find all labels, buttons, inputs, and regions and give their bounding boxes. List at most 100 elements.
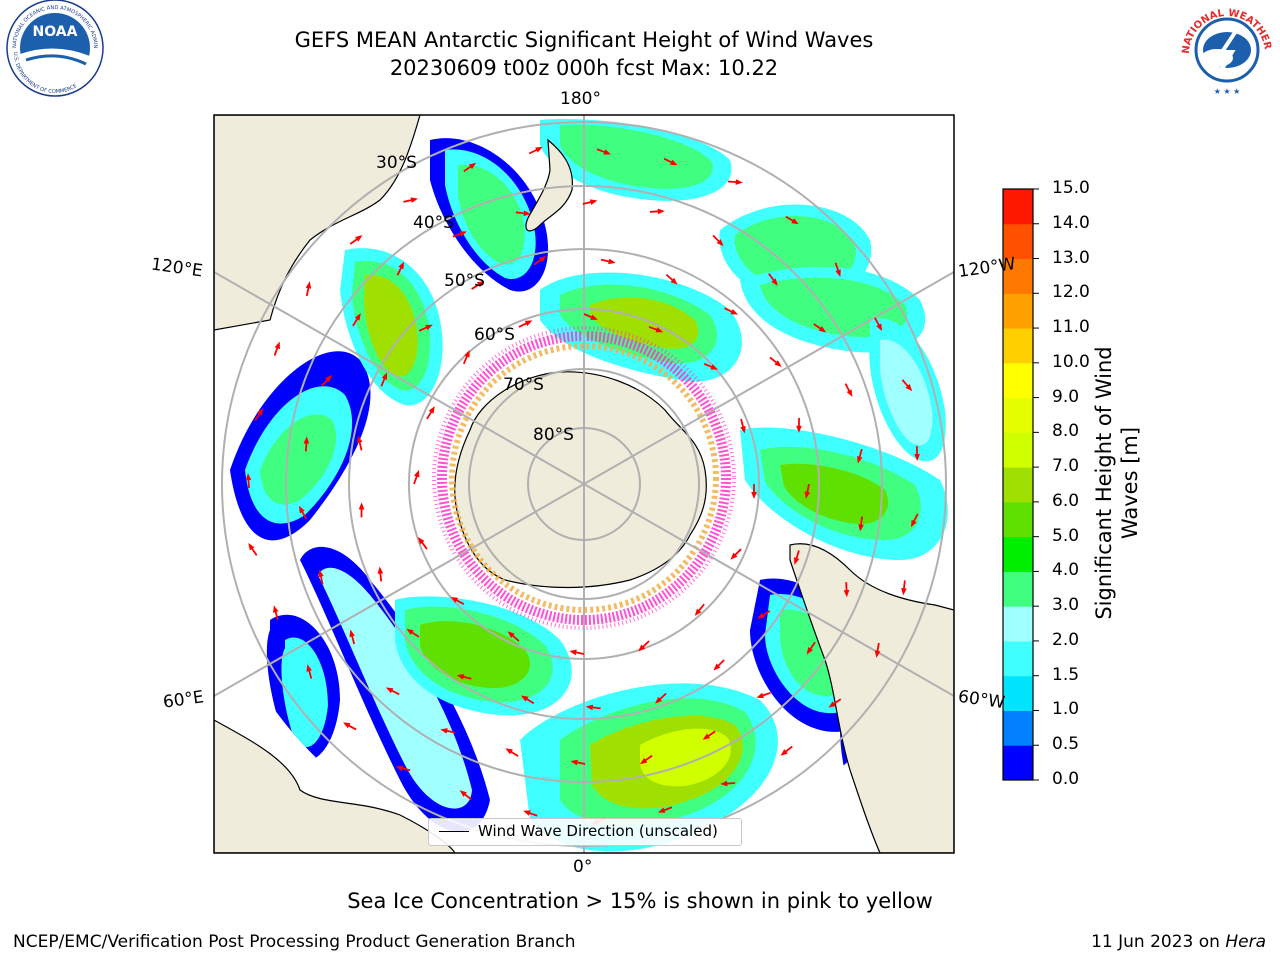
wave-arrow-head	[245, 473, 252, 481]
footer-host: Hera	[1225, 932, 1266, 952]
wave-arrow-head	[657, 208, 665, 215]
wave-arrow-head	[771, 278, 778, 286]
wave-arrow-head	[720, 780, 728, 787]
wave-arrow-head	[655, 326, 664, 333]
wave-arrow-head	[603, 149, 612, 155]
colorbar-frame	[1002, 188, 1034, 781]
colorbar-segment	[1003, 710, 1033, 746]
wave-arrow-head	[257, 408, 264, 416]
wave-arrow-head	[349, 629, 355, 638]
legend-line-icon	[439, 831, 469, 832]
wave-arrow-head	[538, 255, 547, 263]
wave-arrow-head	[425, 324, 433, 331]
wave-arrow-head	[730, 309, 738, 315]
wave-arrow-head	[796, 425, 802, 433]
wave-arrow-head	[417, 537, 425, 545]
wave-arrow-head	[654, 696, 663, 704]
colorbar-title: Significant Height of Wind Waves [m]	[1092, 346, 1142, 620]
wave-arrow-head	[459, 790, 467, 797]
wave-arrow-head	[670, 277, 678, 285]
colorbar-tick-label: 0.0	[1052, 769, 1080, 789]
colorbar-segment	[1003, 293, 1033, 329]
wave-arrow-head	[414, 469, 420, 478]
wind-wave-arrows	[245, 146, 920, 825]
wave-arrow-head	[524, 320, 533, 327]
land-masses	[214, 115, 954, 853]
colorbar-tick-label: 9.0	[1052, 386, 1080, 407]
wave-arrow-head	[669, 159, 678, 166]
wave-arrow-head	[735, 179, 743, 185]
wave-arrow-head	[428, 406, 435, 414]
colorbar-tick-label: 11.0	[1052, 317, 1090, 338]
wave-arrow-head	[638, 644, 646, 652]
wave-arrow-head	[901, 588, 907, 596]
colorbar-segment	[1003, 362, 1033, 399]
wave-arrow-head	[440, 728, 448, 734]
graticule	[214, 115, 954, 853]
map-title-line2: 20230609 t00z 000h fcst Max: 10.22	[389, 56, 779, 80]
colorbar-tick-label: 8.0	[1052, 421, 1080, 442]
colorbar-tick-label: 12.0	[1052, 282, 1090, 303]
wave-arrow-head	[751, 491, 757, 499]
wave-arrow-head	[835, 269, 841, 277]
lat-label-70s: 70°S	[503, 375, 544, 395]
wave-arrow-head	[523, 810, 531, 816]
footer-left: NCEP/EMC/Verification Post Processing Pr…	[13, 932, 576, 952]
wave-arrow-head	[910, 519, 917, 528]
wave-arrow-head	[535, 146, 543, 153]
wave-arrow-head	[356, 435, 363, 444]
colorbar-tick-label: 2.0	[1052, 629, 1080, 650]
noaa-logo: NOAA NATIONAL OCEANIC AND ATMOSPHERIC AD…	[2, 0, 104, 97]
south-america-land	[789, 543, 954, 853]
colorbar-segment	[1003, 675, 1033, 711]
wave-arrow-head	[757, 612, 765, 620]
wave-arrow-head	[585, 704, 594, 711]
wave-arrow-head	[856, 455, 863, 464]
colorbar-tick-label: 15.0	[1052, 178, 1090, 198]
wave-arrow-head	[780, 749, 788, 756]
wave-arrow-head	[342, 722, 351, 729]
nws-logo: NATIONAL WEATHER SERVICE ★ ★ ★	[1176, 0, 1274, 97]
colorbar-tick-label: 10.0	[1052, 351, 1090, 372]
colorbar-tick-label: 1.0	[1052, 699, 1080, 720]
wave-arrow-head	[569, 649, 577, 656]
wave-arrow-head	[730, 552, 738, 560]
wave-arrow-head	[716, 239, 724, 247]
lat-label-30s: 30°S	[376, 153, 417, 173]
lon-label-0: 0°	[573, 857, 593, 877]
wave-arrow-head	[464, 349, 470, 358]
colorbar-segment	[1003, 432, 1033, 468]
wave-arrow-head	[657, 807, 666, 813]
wave-arrow-head	[377, 566, 384, 574]
wave-arrow-head	[381, 372, 388, 380]
wave-arrow-head	[818, 326, 827, 333]
legend-label: Wind Wave Direction (unscaled)	[478, 822, 718, 840]
noaa-logo-text: NOAA	[33, 24, 78, 40]
colorbar-tick-label: 6.0	[1052, 490, 1080, 511]
wave-arrow-head	[272, 605, 279, 613]
colorbar-tick-label: 13.0	[1052, 247, 1090, 268]
wave-arrow-head	[274, 341, 280, 350]
wave-arrow-head	[248, 543, 255, 551]
wave-arrow-head	[358, 502, 365, 510]
colorbar-segment	[1003, 745, 1033, 781]
lat-label-80s: 80°S	[533, 425, 574, 445]
wave-arrow-head	[523, 210, 531, 217]
wave-arrow-head	[355, 235, 363, 242]
colorbar-tick-label: 1.5	[1052, 664, 1080, 685]
wave-arrow-head	[710, 364, 719, 370]
wave-arrow-head	[303, 436, 310, 444]
colorbar-segment	[1003, 536, 1033, 572]
wave-arrow-head	[298, 505, 305, 514]
sea-ice-note: Sea Ice Concentration > 15% is shown in …	[347, 889, 933, 913]
wave-arrow-head	[398, 261, 405, 270]
colorbar-segment	[1003, 571, 1033, 607]
map-title-line1: GEFS MEAN Antarctic Significant Height o…	[294, 28, 874, 52]
new-zealand-land	[525, 138, 573, 232]
colorbar	[1002, 188, 1039, 781]
wave-arrow-head	[589, 199, 598, 205]
wave-arrow-head	[476, 281, 485, 288]
svg-text:★ ★ ★: ★ ★ ★	[1214, 87, 1241, 96]
wave-arrow-head	[702, 733, 711, 740]
